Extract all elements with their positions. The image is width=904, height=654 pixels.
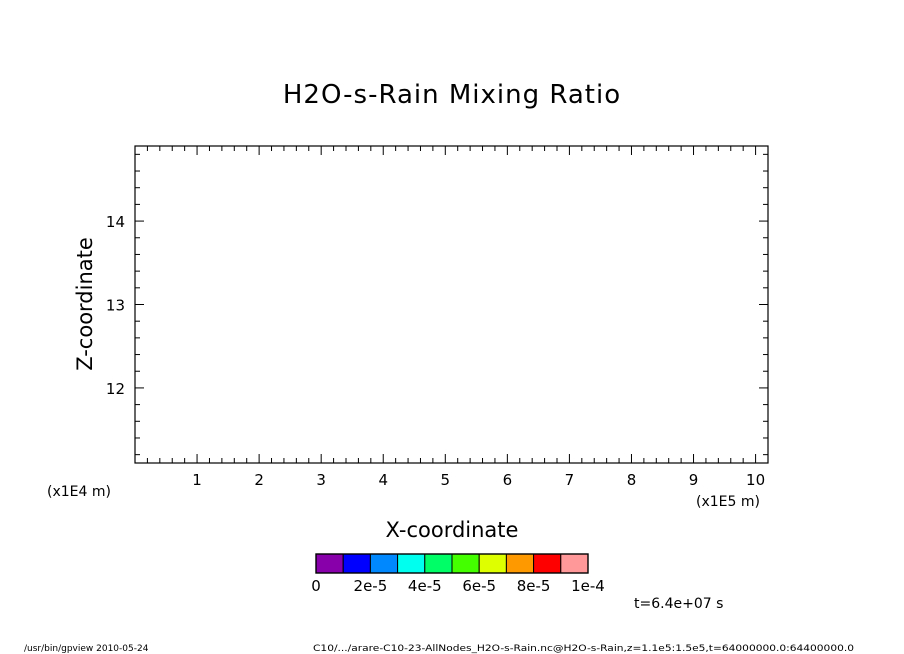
x-axis-label: X-coordinate — [386, 518, 519, 542]
x-tick-label: 8 — [627, 471, 637, 489]
colorbar-swatch — [369, 553, 399, 574]
colorbar-swatch — [451, 553, 480, 574]
colorbar-swatch — [533, 553, 562, 574]
x-tick-label: 3 — [316, 471, 326, 489]
y-tick-label: 14 — [106, 213, 125, 231]
colorbar-label: 2e-5 — [354, 577, 388, 595]
footer-program: /usr/bin/gpview 2010-05-24 — [24, 644, 149, 654]
plot-frame — [134, 145, 769, 464]
x-axis-tick-labels: 1 2 3 4 5 6 7 8 9 10 — [192, 471, 765, 489]
plot-border — [134, 145, 769, 464]
y-axis-label: Z-coordinate — [73, 237, 97, 371]
y-tick-label: 12 — [106, 380, 125, 398]
colorbar-label: 4e-5 — [408, 577, 442, 595]
colorbar-swatch — [560, 553, 589, 574]
x-tick-label: 4 — [378, 471, 388, 489]
chart-title: H2O-s-Rain Mixing Ratio — [283, 80, 621, 110]
x-tick-label: 9 — [689, 471, 699, 489]
x-tick-label: 2 — [254, 471, 264, 489]
y-axis-tick-labels: 12 13 14 — [106, 213, 125, 398]
colorbar — [315, 553, 589, 574]
colorbar-labels: 0 2e-5 4e-5 6e-5 8e-5 1e-4 — [311, 577, 605, 595]
colorbar-label: 8e-5 — [517, 577, 551, 595]
colorbar-label: 0 — [311, 577, 321, 595]
x-tick-label: 10 — [746, 471, 765, 489]
colorbar-label: 1e-4 — [571, 577, 605, 595]
time-label: t=6.4e+07 s — [634, 596, 723, 612]
footer-source: C10/.../arare-C10-23-AllNodes_H2O-s-Rain… — [313, 644, 854, 654]
y-axis-units: (x1E4 m) — [47, 484, 111, 500]
colorbar-swatch — [478, 553, 507, 574]
x-tick-label: 5 — [441, 471, 451, 489]
x-tick-label: 1 — [192, 471, 202, 489]
x-axis-ticks — [146, 146, 757, 463]
colorbar-swatch — [315, 553, 344, 574]
x-tick-label: 6 — [503, 471, 513, 489]
colorbar-label: 6e-5 — [462, 577, 496, 595]
colorbar-border — [315, 553, 589, 574]
colorbar-swatch — [397, 553, 426, 574]
colorbar-swatch — [342, 553, 371, 574]
y-tick-label: 13 — [106, 297, 125, 315]
x-tick-label: 7 — [565, 471, 575, 489]
x-axis-units: (x1E5 m) — [696, 494, 760, 510]
colorbar-swatch — [424, 553, 453, 574]
y-axis-ticks — [135, 153, 768, 456]
colorbar-swatch — [505, 553, 535, 574]
